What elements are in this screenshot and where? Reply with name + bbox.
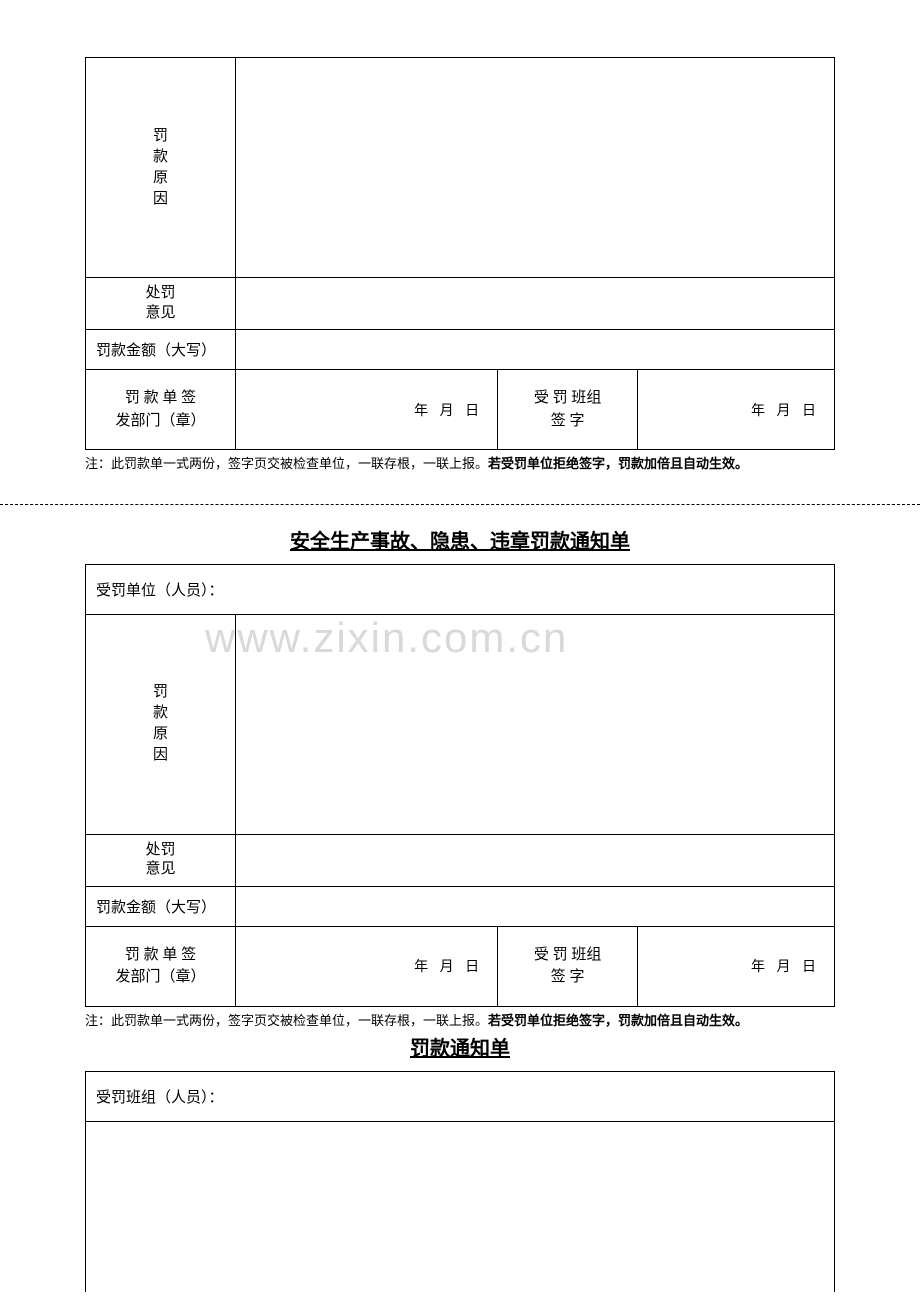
amount-label: 罚款金额（大写） (86, 886, 236, 926)
reason-label: 罚 款 原 因 (86, 58, 236, 278)
form-table-1: 罚 款 原 因 处罚 意见 罚款金额（大写） (85, 57, 835, 450)
recipient-label: 受 罚 班组 签 字 (498, 370, 638, 450)
penalized-team-header: 受罚班组（人员）： (86, 1072, 835, 1122)
recipient-date: 年 月 日 (648, 956, 824, 976)
amount-label: 罚款金额（大写） (86, 330, 236, 370)
issuer-label: 罚 款 单 签 发部门（章） (86, 926, 236, 1006)
recipient-signature: 年 月 日 (638, 926, 835, 1006)
reason-label: 罚 款 原 因 (86, 614, 236, 834)
form-note: 注：此罚款单一式两份，签字页交被检查单位，一联存根，一联上报。若受罚单位拒绝签字… (85, 1011, 835, 1031)
perforation-divider (0, 504, 920, 505)
opinion-label: 处罚 意见 (86, 278, 236, 330)
recipient-signature: 年 月 日 (638, 370, 835, 450)
penalized-unit-header: 受罚单位（人员）： (86, 564, 835, 614)
penalty-form-1: 罚 款 原 因 处罚 意见 罚款金额（大写） (85, 57, 835, 474)
form2-title: 安全生产事故、隐患、违章罚款通知单 (85, 525, 835, 554)
opinion-content (236, 278, 835, 330)
amount-content (236, 330, 835, 370)
issuer-signature: 年 月 日 (236, 370, 498, 450)
opinion-label: 处罚 意见 (86, 834, 236, 886)
issuer-label: 罚 款 单 签 发部门（章） (86, 370, 236, 450)
recipient-label: 受 罚 班组 签 字 (498, 926, 638, 1006)
issuer-signature: 年 月 日 (236, 926, 498, 1006)
penalty-form-3: 受罚班组（人员）： (85, 1071, 835, 1292)
form-table-3: 受罚班组（人员）： (85, 1071, 835, 1292)
recipient-date: 年 月 日 (648, 400, 824, 420)
opinion-content (236, 834, 835, 886)
issuer-date: 年 月 日 (246, 400, 487, 420)
amount-content (236, 886, 835, 926)
reason-content (236, 58, 835, 278)
reason-content (236, 614, 835, 834)
form-note: 注：此罚款单一式两份，签字页交被检查单位，一联存根，一联上报。若受罚单位拒绝签字… (85, 454, 835, 474)
form3-body-partial (86, 1122, 835, 1292)
form-table-2: 受罚单位（人员）： 罚 款 原 因 处罚 意见 (85, 564, 835, 1007)
issuer-date: 年 月 日 (246, 956, 487, 976)
form3-title: 罚款通知单 (85, 1032, 835, 1061)
penalty-form-2: www.zixin.com.cn 受罚单位（人员）： 罚 款 原 因 处 (85, 564, 835, 1031)
